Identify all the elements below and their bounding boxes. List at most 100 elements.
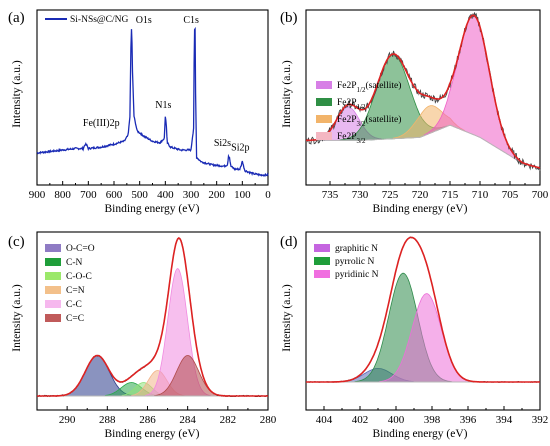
legend-label-sub: 3/2 bbox=[357, 120, 366, 128]
panel-c-ylabel: Intensity (a.u.) bbox=[11, 284, 23, 352]
legend-label: Fe2P1/2 bbox=[337, 98, 366, 111]
plot-frame bbox=[36, 9, 269, 186]
panel-b: (b) Intensity (a.u.) Binding energy (eV)… bbox=[280, 9, 549, 215]
legend-swatch bbox=[314, 270, 330, 278]
panel-d: (d) Intensity (a.u.) Binding energy (eV)… bbox=[280, 231, 549, 440]
legend-swatch bbox=[316, 81, 332, 89]
plot-frame bbox=[36, 231, 269, 411]
x-tick-label: 700 bbox=[532, 189, 549, 201]
x-tick-label: 402 bbox=[352, 414, 369, 426]
legend-label-main: Fe2P bbox=[337, 115, 357, 125]
legend-label: graphitic N bbox=[335, 244, 378, 254]
panel-a: (a) Intensity (a.u.) Binding energy (eV)… bbox=[8, 9, 271, 215]
fit-envelope-line bbox=[306, 236, 540, 383]
x-tick-label: 500 bbox=[131, 189, 148, 201]
panel-a-ylabel: Intensity (a.u.) bbox=[11, 60, 23, 128]
fit-envelope-line bbox=[305, 14, 541, 169]
legend-swatch bbox=[316, 98, 332, 106]
panel-d-ylabel: Intensity (a.u.) bbox=[281, 284, 293, 352]
x-tick-label: 284 bbox=[179, 414, 196, 426]
panel-d-tag: (d) bbox=[280, 234, 298, 250]
x-tick-label: 290 bbox=[59, 414, 76, 426]
legend-swatch bbox=[45, 258, 61, 266]
peak-annotation: Si2s bbox=[214, 138, 231, 149]
x-tick-label: 282 bbox=[220, 414, 237, 426]
x-tick-label: 400 bbox=[388, 414, 405, 426]
panel-b-xlabel: Binding energy (eV) bbox=[373, 203, 468, 215]
x-tick-label: 300 bbox=[183, 189, 200, 201]
panel-c-tag: (c) bbox=[8, 234, 25, 250]
x-tick-label: 200 bbox=[208, 189, 225, 201]
x-tick-label: 288 bbox=[99, 414, 116, 426]
legend-swatch bbox=[314, 244, 330, 252]
panel-c: (c) Intensity (a.u.) Binding energy (eV)… bbox=[8, 231, 277, 440]
peak-annotation: C1s bbox=[183, 15, 199, 26]
panel-c-xlabel: Binding energy (eV) bbox=[105, 428, 200, 440]
fit-envelope-line bbox=[37, 237, 268, 397]
x-tick-label: 286 bbox=[139, 414, 156, 426]
x-tick-label: 710 bbox=[472, 189, 489, 201]
legend-swatch bbox=[316, 132, 332, 140]
legend-swatch bbox=[45, 272, 61, 280]
x-tick-label: 398 bbox=[424, 414, 441, 426]
legend-swatch bbox=[45, 314, 61, 322]
plot-frame bbox=[305, 231, 541, 411]
legend-label-sub: 1/2 bbox=[357, 86, 366, 94]
background-line bbox=[306, 124, 541, 169]
legend-label: pyrrolic N bbox=[335, 257, 374, 267]
legend-swatch bbox=[45, 286, 61, 294]
legend-label: C-O-C bbox=[66, 272, 92, 282]
legend-label: C-C bbox=[66, 300, 82, 310]
legend-label-sub: 1/2 bbox=[357, 103, 366, 111]
legend-label: C=N bbox=[66, 286, 85, 296]
survey-spectrum-line bbox=[36, 26, 269, 178]
legend-swatch bbox=[45, 244, 61, 252]
panel-d-xlabel: Binding energy (eV) bbox=[373, 428, 468, 440]
legend-label: C=C bbox=[66, 314, 84, 324]
x-tick-label: 392 bbox=[532, 414, 549, 426]
peak-annotation: Si2p bbox=[231, 142, 249, 153]
panel-b-tag: (b) bbox=[280, 10, 298, 26]
legend-label-post: (satellite) bbox=[366, 114, 402, 125]
legend-label-sub: 3/2 bbox=[357, 137, 366, 145]
legend-swatch bbox=[316, 115, 332, 123]
fit-peak-4 bbox=[423, 14, 525, 165]
peak-annotation: N1s bbox=[155, 100, 171, 111]
legend-label-main: Fe2P bbox=[337, 132, 357, 142]
legend-swatch bbox=[45, 300, 61, 308]
x-tick-label: 396 bbox=[460, 414, 477, 426]
x-tick-label: 900 bbox=[29, 189, 46, 201]
x-tick-label: 404 bbox=[316, 414, 333, 426]
x-tick-label: 0 bbox=[265, 189, 271, 201]
x-tick-label: 735 bbox=[322, 189, 339, 201]
x-tick-label: 400 bbox=[157, 189, 174, 201]
panel-b-ylabel: Intensity (a.u.) bbox=[281, 60, 293, 128]
x-tick-label: 100 bbox=[234, 189, 251, 201]
x-tick-label: 715 bbox=[442, 189, 459, 201]
legend-label: Fe2P1/2(satellite) bbox=[337, 80, 401, 94]
x-tick-label: 730 bbox=[352, 189, 369, 201]
legend-label: C-N bbox=[66, 258, 83, 268]
legend-label-main: Fe2P bbox=[337, 98, 357, 108]
panel-a-tag: (a) bbox=[8, 10, 25, 26]
x-tick-label: 705 bbox=[502, 189, 519, 201]
peak-annotation: O1s bbox=[136, 15, 152, 26]
x-tick-label: 800 bbox=[54, 189, 71, 201]
legend-label-main: Fe2P bbox=[337, 81, 357, 91]
legend-swatch bbox=[314, 257, 330, 265]
x-tick-label: 280 bbox=[260, 414, 277, 426]
legend-label: Fe2P3/2 bbox=[337, 132, 366, 145]
legend-label-post: (satellite) bbox=[366, 80, 402, 91]
x-tick-label: 394 bbox=[496, 414, 513, 426]
x-tick-label: 700 bbox=[80, 189, 97, 201]
peak-annotation: Fe(III)2p bbox=[83, 118, 120, 129]
x-tick-label: 720 bbox=[412, 189, 429, 201]
x-tick-label: 725 bbox=[382, 189, 399, 201]
legend-label: O-C=O bbox=[66, 244, 95, 254]
legend-label: Fe2P3/2(satellite) bbox=[337, 114, 401, 128]
legend-label: pyridinic N bbox=[335, 270, 379, 280]
plot-frame bbox=[305, 9, 541, 186]
x-tick-label: 600 bbox=[106, 189, 123, 201]
panel-a-xlabel: Binding energy (eV) bbox=[105, 203, 200, 215]
